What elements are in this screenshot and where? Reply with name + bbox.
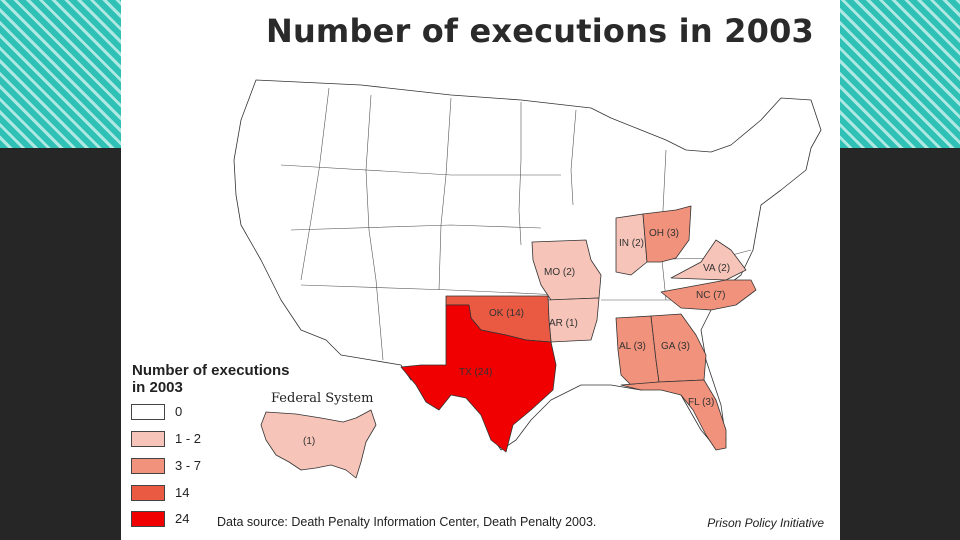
slide-panel: Number of executions in 2003 [121,0,840,540]
data-source-note: Data source: Death Penalty Information C… [217,515,597,529]
label-oh: OH (3) [649,228,679,239]
state-fl [620,379,727,451]
label-fl: FL (3) [688,397,714,408]
federal-system-title: Federal System [271,391,374,406]
legend-title-line2: in 2003 [132,379,183,396]
legend-label: 14 [175,485,190,500]
label-federal: (1) [303,436,315,447]
state-nc [660,279,757,311]
legend-item-0: 0 [131,402,291,422]
label-ga: GA (3) [661,341,690,352]
legend-swatch [131,404,165,420]
legend-swatch [131,511,165,527]
label-ar: AR (1) [549,318,578,329]
legend-label: 0 [175,404,183,419]
state-oh [642,205,692,263]
us-executions-map: TX (24) OK (14) AR (1) MO (2) IN (2) OH … [233,79,822,479]
state-ga [650,313,707,383]
state-tx [400,304,557,453]
map-title: Number of executions in 2003 [265,12,815,50]
state-in [615,213,648,276]
legend-swatch [131,485,165,501]
legend-item-2: 3 - 7 [131,456,291,476]
label-nc: NC (7) [696,290,725,301]
legend-swatch [131,458,165,474]
label-in: IN (2) [619,238,644,249]
label-al: AL (3) [619,341,646,352]
legend-item-1: 1 - 2 [131,429,291,449]
label-ok: OK (14) [489,308,524,319]
legend-item-3: 14 [131,483,291,503]
legend-label: 1 - 2 [175,431,202,446]
legend-label: 24 [175,511,190,526]
federal-inset-map [260,409,377,479]
legend-title: Number of executions in 2003 [132,362,312,396]
label-mo: MO (2) [544,267,575,278]
legend-label: 3 - 7 [175,458,202,473]
credit-line: Prison Policy Initiative [707,516,824,530]
label-tx: TX (24) [459,367,492,378]
legend-swatch [131,431,165,447]
legend-item-4: 24 [131,509,291,529]
label-va: VA (2) [703,263,730,274]
legend-title-line1: Number of executions [132,362,290,379]
